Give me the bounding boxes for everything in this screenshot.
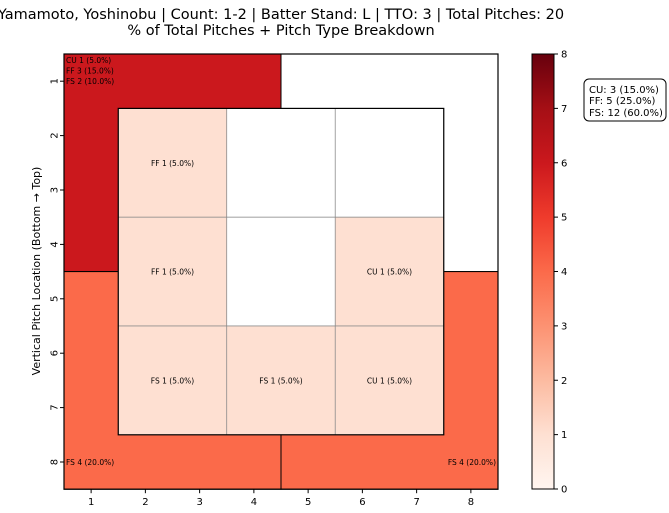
y-axis-ticks: 1 2 3 4 5 6 7 8 <box>50 78 64 465</box>
zone-label: CU 1 (5.0%) <box>66 56 111 65</box>
colorbar-tick-label: 4 <box>561 267 567 278</box>
summary-box-frame <box>583 78 667 122</box>
y-tick-label: 3 <box>50 187 61 193</box>
zone-inner-r2-c3 <box>334 216 445 327</box>
chart-title: Yamamoto, Yoshinobu | Count: 1-2 | Batte… <box>0 7 564 23</box>
zone-label: CU 1 (5.0%) <box>367 268 412 277</box>
zone-label: CU 1 (5.0%) <box>367 376 412 385</box>
summary-line: FS: 12 (60.0%) <box>589 108 663 119</box>
colorbar-tick-label: 6 <box>561 158 567 169</box>
colorbar-tick-label: 3 <box>561 321 567 332</box>
y-tick-label: 1 <box>50 78 61 84</box>
colorbar: 0 1 2 3 4 5 6 7 8 <box>531 50 567 496</box>
zone-label: FF 3 (15.0%) <box>66 66 114 75</box>
colorbar-tick-label: 1 <box>561 430 567 441</box>
zone-inner-r3-c3 <box>334 325 445 436</box>
zone-label: FF 1 (5.0%) <box>151 268 194 277</box>
y-tick-label: 7 <box>50 404 61 410</box>
x-tick-label: 3 <box>196 497 202 508</box>
colorbar-tick-label: 8 <box>561 50 567 61</box>
colorbar-tick-label: 2 <box>561 376 567 387</box>
x-tick-label: 5 <box>305 497 311 508</box>
y-tick-label: 5 <box>50 296 61 302</box>
y-tick-label: 4 <box>50 241 61 247</box>
strike-zone-border <box>117 107 445 436</box>
plot-area: CU 1 (5.0%)FF 3 (15.0%)FS 2 (10.0%)FS 4 … <box>63 53 499 490</box>
zone-inner-r1-c2 <box>226 108 336 218</box>
summary-line: CU: 3 (15.0%) <box>589 85 659 96</box>
zone-label: FF 1 (5.0%) <box>151 159 194 168</box>
pitch-summary-box: CU: 3 (15.0%) FF: 5 (25.0%) FS: 12 (60.0… <box>583 78 667 122</box>
zone-inner-r2-c1 <box>117 216 228 327</box>
colorbar-tick-label: 0 <box>561 485 567 496</box>
y-tick-label: 2 <box>50 132 61 138</box>
x-tick-label: 6 <box>359 497 365 508</box>
chart-subtitle: % of Total Pitches + Pitch Type Breakdow… <box>127 23 434 39</box>
plot-frame <box>63 53 499 490</box>
x-tick-label: 8 <box>468 497 474 508</box>
summary-line: FF: 5 (25.0%) <box>589 96 655 107</box>
zone-inner-r1-c1 <box>117 108 228 218</box>
colorbar-tick-label: 7 <box>561 104 567 115</box>
x-tick-label: 7 <box>413 497 419 508</box>
colorbar-tick-label: 5 <box>561 213 567 224</box>
y-tick-label: 6 <box>50 350 61 356</box>
colorbar-gradient <box>532 54 554 489</box>
y-axis-label: Vertical Pitch Location (Bottom → Top) <box>30 167 43 376</box>
zone-label: FS 1 (5.0%) <box>259 376 302 385</box>
zone-label: FS 2 (10.0%) <box>66 77 114 86</box>
zone-inner-r2-c2 <box>226 216 336 327</box>
x-axis-ticks: 1 2 3 4 5 6 7 8 <box>88 489 474 508</box>
zone-label: FS 4 (20.0%) <box>448 458 496 467</box>
zone-label: FS 1 (5.0%) <box>151 376 194 385</box>
zone-inner-r3-c1 <box>117 325 228 436</box>
zone-inner-r1-c3 <box>334 108 445 218</box>
y-tick-label: 8 <box>50 459 61 465</box>
x-tick-label: 2 <box>142 497 148 508</box>
x-tick-label: 4 <box>251 497 257 508</box>
zone-label: FS 4 (20.0%) <box>66 458 114 467</box>
x-tick-label: 1 <box>88 497 94 508</box>
